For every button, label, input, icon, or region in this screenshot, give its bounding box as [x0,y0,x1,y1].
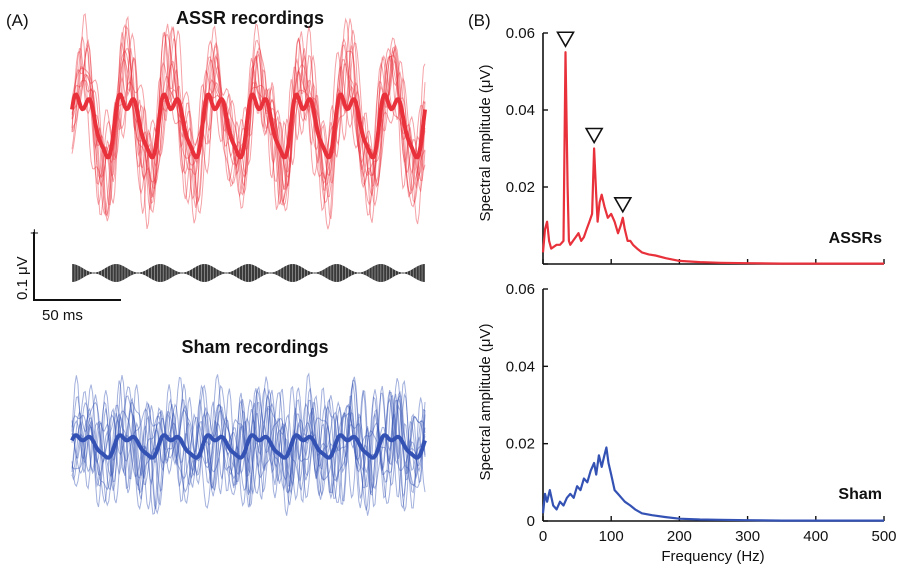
assr-peak-marker [613,197,633,214]
sham-recordings-title: Sham recordings [181,337,328,357]
assr-single-trace [71,31,426,214]
assr-single-trace [71,25,426,224]
assr-single-trace [71,25,426,230]
sham-single-trace [71,397,426,515]
top-ylabel: Spectral amplitude (μV) [477,64,494,221]
assr-single-trace [71,29,426,225]
sham-y-tick-label: 0.02 [506,436,535,453]
sham-x-tick-label: 0 [539,528,547,545]
xlabel: Frequency (Hz) [661,548,764,565]
sham-single-trace [71,379,426,516]
assr-average-trace [70,92,427,160]
sham-y-tick-label: 0.06 [506,281,535,298]
assr-single-trace [71,18,426,223]
panel-b-label: (B) [468,11,491,30]
assr-recordings-title: ASSR recordings [176,8,324,28]
scale-bar-amplitude: 0.1 μV [14,256,31,300]
sham-single-trace [71,375,426,510]
assr-spectrum-line [541,51,884,265]
sham-x-tick-label: 300 [735,528,760,545]
sham-spectrum-chart: Spectral amplitude (μV) Sham Frequency (… [477,281,897,565]
assr-peak-marker [584,127,604,145]
panel-a-label: (A) [6,11,29,30]
sham-y-tick-label: 0 [527,513,535,530]
assr-single-trace [71,17,426,187]
sham-x-tick-label: 200 [667,528,692,545]
scale-bar-polarity: + [30,225,39,242]
assr-y-tick-label: 0.04 [506,102,535,119]
sham-y-tick-label: 0.04 [506,358,535,375]
assr-single-trace [71,15,426,230]
sham-x-tick-label: 400 [803,528,828,545]
sham-single-trace [71,372,426,516]
stimulus-envelope [71,263,426,283]
assr-traces [70,13,427,230]
sham-single-trace [71,389,426,509]
bottom-ylabel: Spectral amplitude (μV) [477,323,494,480]
sham-single-trace [71,376,426,510]
assr-peak-marker [556,31,575,48]
sham-tag: Sham [838,486,882,503]
sham-average-trace [70,433,427,460]
assr-spectrum-chart: Spectral amplitude (μV) ASSRs 0.02 0.04 0.… [477,25,885,265]
sham-x-tick-label: 500 [871,528,896,545]
sham-x-tick-label: 100 [599,528,624,545]
assr-y-tick-label: 0.02 [506,179,535,196]
assr-tag: ASSRs [829,230,882,247]
scale-bar-time: 50 ms [42,307,83,324]
assr-y-tick-label: 0.06 [506,25,535,42]
sham-single-trace [71,380,426,508]
scale-bar: 0.1 μV + 50 ms [14,225,121,324]
sham-single-trace [71,379,426,511]
sham-single-trace [71,387,426,504]
assr-single-trace [71,23,426,216]
sham-traces [70,372,427,516]
sham-spectrum-line [541,446,884,522]
